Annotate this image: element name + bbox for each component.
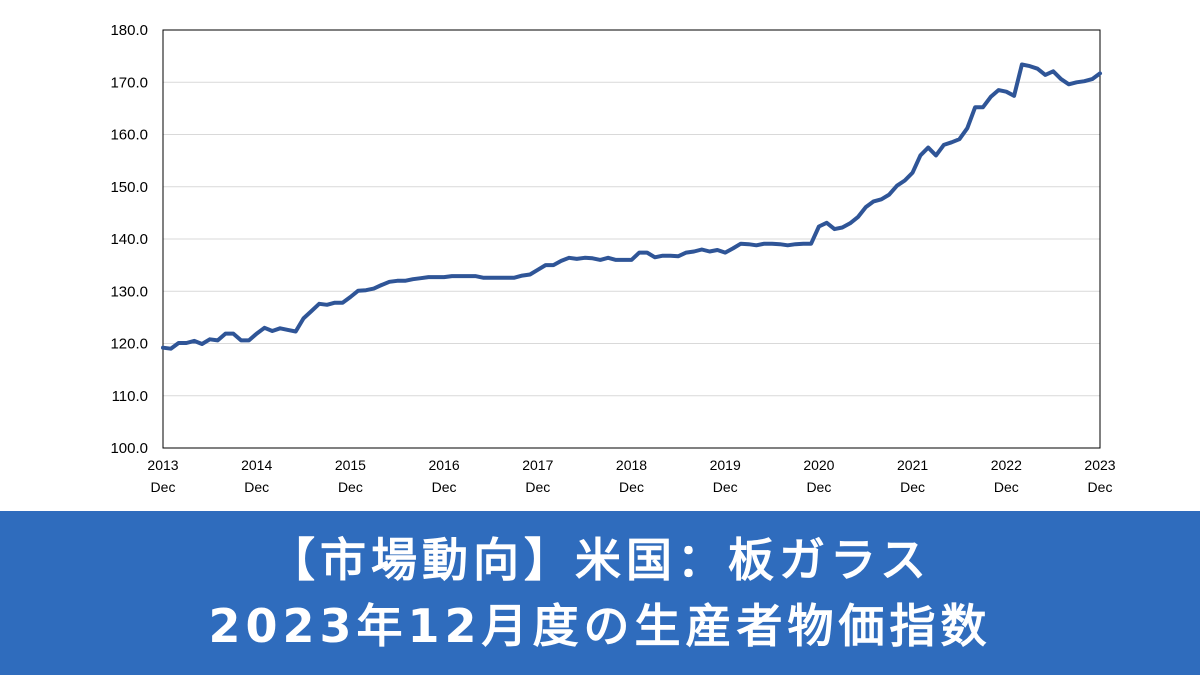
x-tick-label: 2020 Dec [803,457,834,495]
x-tick-year: 2021 [897,457,928,473]
x-tick-year: 2016 [429,457,460,473]
x-tick-label: 2017 Dec [522,457,553,495]
gridlines [163,81,1100,397]
x-tick-label: 2018 Dec [616,457,647,495]
y-tick-label: 170.0 [110,74,148,91]
x-tick-year: 2017 [522,457,553,473]
x-tick-year: 2013 [147,457,178,473]
x-tick-month: Dec [713,479,738,495]
y-axis-ticks: 100.0 110.0 120.0 130.0 140.0 150.0 160.0 170.0… [110,22,148,457]
x-tick-label: 2014 Dec [241,457,272,495]
x-tick-month: Dec [619,479,644,495]
x-axis-ticks: 2013 Dec 2014 Dec 2015 Dec 2016 Dec 2017 Dec 2018 D… [147,457,1115,495]
x-tick-month: Dec [1088,479,1113,495]
x-tick-label: 2023 Dec [1084,457,1115,495]
y-tick-label: 130.0 [110,283,148,300]
x-tick-year: 2014 [241,457,272,473]
x-tick-month: Dec [806,479,831,495]
banner-title-line-2: 2023年12月度の生産者物価指数 [208,599,992,653]
plot-area-frame [162,29,1101,449]
x-tick-month: Dec [338,479,363,495]
x-tick-month: Dec [994,479,1019,495]
y-tick-label: 160.0 [110,127,148,144]
y-tick-label: 120.0 [110,336,148,353]
x-tick-year: 2023 [1084,457,1115,473]
x-tick-label: 2019 Dec [710,457,741,495]
x-tick-label: 2013 Dec [147,457,178,495]
x-tick-year: 2020 [803,457,834,473]
x-tick-month: Dec [900,479,925,495]
y-tick-label: 150.0 [110,179,148,196]
x-tick-year: 2018 [616,457,647,473]
x-tick-label: 2021 Dec [897,457,928,495]
series-line [161,62,1102,351]
x-tick-label: 2016 Dec [429,457,460,495]
x-tick-month: Dec [432,479,457,495]
y-tick-label: 180.0 [110,22,148,39]
x-tick-year: 2022 [991,457,1022,473]
y-tick-label: 100.0 [110,440,148,457]
y-tick-label: 140.0 [110,231,148,248]
x-tick-month: Dec [525,479,550,495]
title-banner: 【市場動向】米国：板ガラス 2023年12月度の生産者物価指数 [0,511,1200,675]
x-tick-month: Dec [244,479,269,495]
y-tick-label: 110.0 [112,388,148,405]
x-tick-label: 2015 Dec [335,457,366,495]
x-tick-label: 2022 Dec [991,457,1022,495]
x-tick-month: Dec [151,479,176,495]
banner-title-line-1: 【市場動向】米国：板ガラス [268,533,932,587]
line-chart: 100.0 110.0 120.0 130.0 140.0 150.0 160.0 170.0… [110,22,1115,495]
x-tick-year: 2015 [335,457,366,473]
x-tick-year: 2019 [710,457,741,473]
